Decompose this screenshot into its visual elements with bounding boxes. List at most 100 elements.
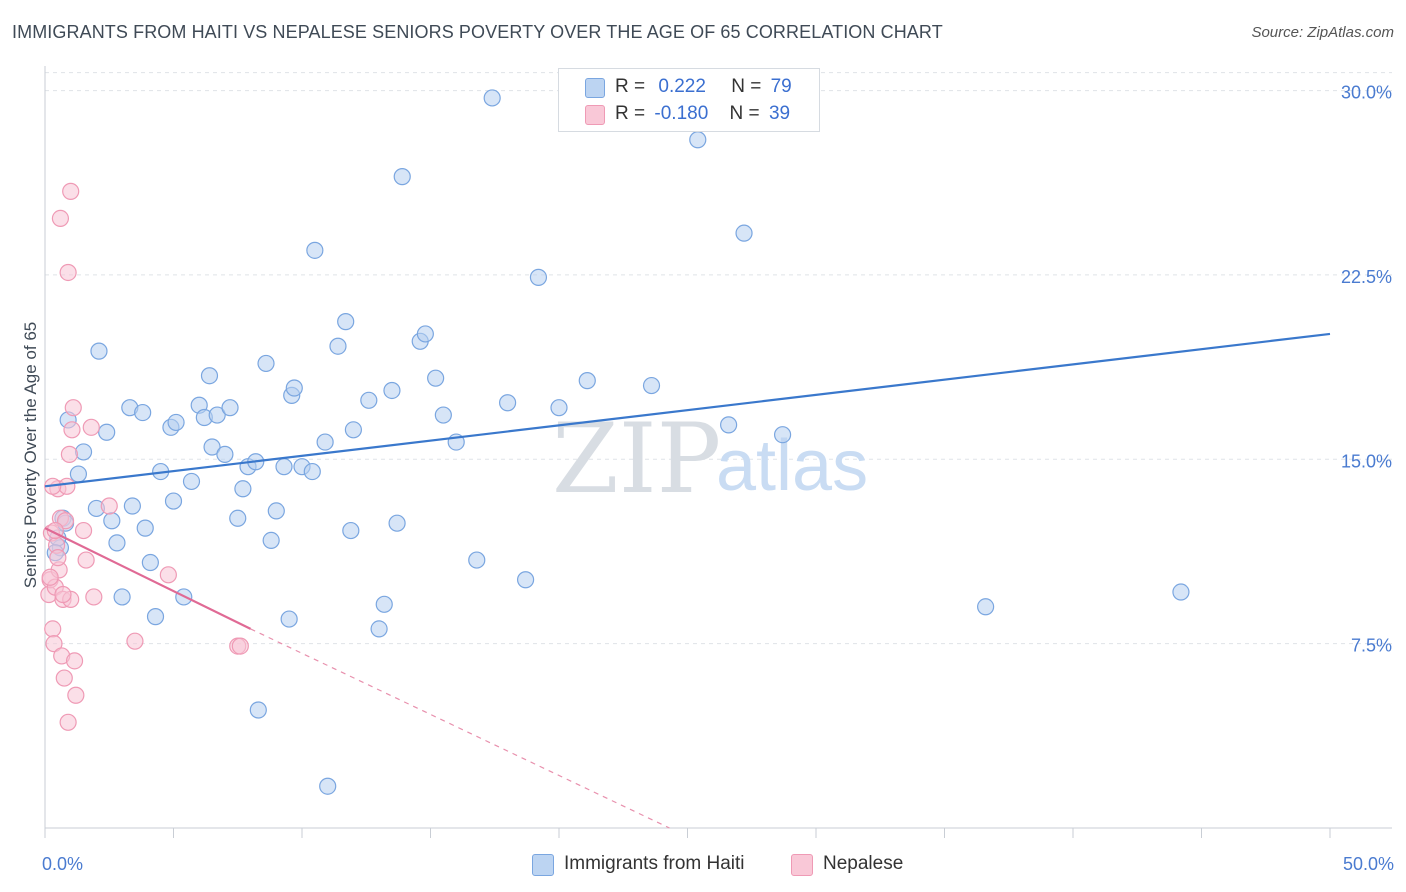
haiti-point bbox=[103, 512, 121, 530]
watermark-atlas: atlas bbox=[716, 426, 868, 506]
haiti-point bbox=[483, 89, 501, 107]
haiti-point bbox=[1172, 583, 1190, 601]
chart-source: Source: ZipAtlas.com bbox=[1251, 24, 1394, 41]
nepalese-point bbox=[67, 686, 85, 704]
haiti-point bbox=[416, 325, 434, 343]
x-tick-label: 0.0% bbox=[42, 854, 83, 874]
legend-n-label: N = bbox=[731, 76, 762, 97]
haiti-point bbox=[113, 588, 131, 606]
y-tick-label: 22.5% bbox=[1341, 267, 1392, 287]
haiti-point bbox=[234, 480, 252, 498]
haiti-point bbox=[977, 598, 995, 616]
legend-r-label: R = bbox=[615, 103, 646, 124]
haiti-point bbox=[90, 342, 108, 360]
haiti-point bbox=[303, 462, 321, 481]
haiti-point bbox=[316, 433, 334, 451]
haiti-point bbox=[98, 423, 116, 441]
nepalese-point bbox=[82, 418, 100, 436]
nepalese-point bbox=[51, 209, 70, 227]
nepalese-point bbox=[60, 445, 79, 463]
stats-legend: R = 0.222 N = 79 R = -0.180 N = 39 bbox=[558, 68, 820, 132]
gridlines bbox=[45, 72, 1392, 645]
nepalese-point bbox=[64, 399, 82, 417]
haiti-point bbox=[329, 337, 347, 355]
nepalese-trend-extension bbox=[250, 628, 670, 829]
nepalese-point bbox=[59, 713, 77, 731]
legend-r-value: 0.222 bbox=[658, 76, 706, 97]
nepalese-point bbox=[54, 585, 72, 604]
haiti-point bbox=[360, 391, 378, 409]
nepalese-point bbox=[44, 620, 62, 638]
x-tick-label: 50.0% bbox=[1343, 854, 1394, 874]
haiti-point bbox=[141, 553, 159, 572]
y-tick-label: 30.0% bbox=[1341, 83, 1392, 103]
nepalese-point bbox=[41, 568, 59, 586]
nepalese-point bbox=[49, 549, 67, 567]
haiti-point bbox=[342, 521, 360, 540]
nepalese-point bbox=[62, 182, 80, 200]
nepalese-point bbox=[65, 652, 84, 670]
haiti-point bbox=[720, 416, 738, 434]
legend-n-value: 39 bbox=[768, 103, 791, 124]
haiti-point bbox=[229, 509, 247, 527]
haiti-point bbox=[146, 608, 165, 626]
haiti-point bbox=[134, 403, 152, 422]
haiti-point bbox=[319, 777, 337, 795]
haiti-point bbox=[689, 131, 707, 149]
nepalese-point bbox=[231, 637, 249, 655]
haiti-point bbox=[516, 571, 535, 589]
haiti-point bbox=[642, 376, 661, 395]
haiti-point bbox=[383, 381, 401, 400]
haiti-point bbox=[280, 610, 298, 628]
haiti-point bbox=[375, 595, 393, 613]
nepalese-trend-line bbox=[44, 527, 252, 630]
haiti-point bbox=[550, 399, 568, 417]
haiti-point bbox=[249, 701, 267, 719]
trend-lines bbox=[44, 332, 1331, 829]
haiti-point bbox=[337, 313, 355, 331]
haiti-point bbox=[74, 443, 93, 461]
haiti-point bbox=[208, 406, 226, 424]
haiti-point bbox=[216, 445, 234, 463]
nepalese-point bbox=[45, 635, 63, 653]
haiti-point bbox=[578, 372, 596, 390]
nepalese-point bbox=[63, 421, 81, 439]
haiti-point bbox=[427, 369, 445, 387]
nepalese-point bbox=[59, 263, 77, 282]
legend-swatch-haiti bbox=[585, 78, 605, 98]
haiti-point bbox=[108, 534, 126, 552]
haiti-point bbox=[735, 224, 753, 242]
haiti-point bbox=[529, 268, 548, 286]
nepalese-point bbox=[100, 497, 118, 515]
haiti-point bbox=[499, 394, 517, 412]
haiti-point bbox=[370, 620, 388, 638]
legend-swatch-haiti bbox=[532, 854, 554, 876]
haiti-point bbox=[344, 421, 362, 439]
haiti-point bbox=[69, 465, 88, 483]
haiti-point bbox=[136, 519, 154, 537]
legend-n-value: 79 bbox=[770, 76, 792, 97]
legend-n-label: N = bbox=[729, 103, 760, 124]
y-axis-title: Seniors Poverty Over the Age of 65 bbox=[21, 322, 40, 588]
haiti-point bbox=[182, 472, 201, 491]
watermark: ZIP atlas bbox=[552, 403, 868, 515]
haiti-point bbox=[388, 514, 406, 532]
haiti-point bbox=[393, 168, 411, 186]
nepalese-point bbox=[85, 588, 103, 606]
nepalese-point bbox=[74, 521, 93, 540]
haiti-point bbox=[164, 492, 183, 510]
haiti-point bbox=[285, 379, 303, 397]
haiti-point bbox=[200, 367, 219, 385]
y-tick-label: 15.0% bbox=[1341, 451, 1392, 471]
y-tick-label: 7.5% bbox=[1351, 636, 1392, 656]
axis-labels: 7.5% 15.0% 22.5% 30.0% 0.0% 50.0% Seniors Pove… bbox=[21, 83, 1394, 874]
haiti-point bbox=[434, 406, 452, 424]
haiti-trend-line bbox=[44, 332, 1331, 488]
axes bbox=[44, 66, 1392, 838]
series-legend: Immigrants from Haiti Nepalese bbox=[0, 850, 1406, 880]
haiti-point bbox=[123, 497, 141, 515]
watermark-zip: ZIP bbox=[552, 403, 721, 515]
nepalese-point bbox=[55, 669, 73, 687]
haiti-point bbox=[306, 241, 324, 259]
